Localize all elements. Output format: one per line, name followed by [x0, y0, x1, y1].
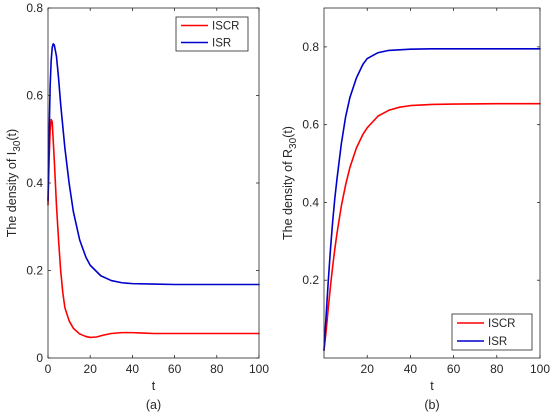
y-tick-label: 0.8	[302, 40, 319, 54]
panel-a: 0 20 40 60 80 100 0 0.2 0.4 0.6 0.8 t (a) The density…	[5, 1, 269, 412]
y-tick-label: 0.4	[26, 176, 43, 190]
x-tick-label: 100	[530, 362, 550, 376]
x-tick-label: 60	[447, 362, 461, 376]
y-tick-label: 0.2	[302, 273, 319, 287]
legend-box	[451, 313, 533, 351]
series-line-isr	[47, 43, 260, 286]
y-axis-label-subscript: 30	[288, 137, 299, 149]
x-axis-label: t	[152, 379, 156, 393]
legend-box	[175, 16, 249, 52]
legend-label-isr: ISR	[488, 336, 507, 348]
x-tick-label: 0	[45, 362, 52, 376]
panel-label: (b)	[424, 398, 439, 412]
x-tick-label: 60	[168, 362, 182, 376]
x-tick-label: 40	[126, 362, 140, 376]
y-tick-label: 0	[36, 351, 43, 365]
legend-label-iscr: ISCR	[212, 21, 239, 33]
panel-label: (a)	[146, 398, 161, 412]
x-tick-label: 20	[84, 362, 98, 376]
y-tick-label: 0.2	[26, 264, 43, 278]
y-tick-label: 0.8	[26, 1, 43, 15]
axes-frame	[47, 7, 260, 359]
axes-frame	[323, 7, 541, 359]
y-axis-label: The density of R30(t)	[281, 126, 299, 240]
legend: ISCR ISR	[451, 313, 533, 351]
panel-b: 20 40 60 80 100 0.2 0.4 0.6 0.8 t (b) The density o…	[281, 7, 550, 412]
x-tick-label: 80	[490, 362, 504, 376]
y-tick-label: 0.6	[302, 118, 319, 132]
y-tick-label: 0.4	[302, 195, 319, 209]
y-tick-label: 0.6	[26, 89, 43, 103]
legend-label-isr: ISR	[212, 38, 231, 50]
x-tick-label: 40	[404, 362, 418, 376]
series-line-iscr	[47, 118, 260, 339]
x-axis-label: t	[430, 379, 434, 393]
series-line-iscr	[323, 102, 541, 352]
y-axis-label: The density of I30(t)	[5, 129, 23, 237]
x-tick-label: 100	[249, 362, 269, 376]
x-tick-label: 20	[361, 362, 375, 376]
x-tick-label: 80	[210, 362, 224, 376]
legend: ISCR ISR	[175, 16, 249, 52]
series-line-isr	[323, 48, 541, 352]
legend-label-iscr: ISCR	[488, 318, 515, 330]
y-axis-label-subscript: 30	[12, 140, 23, 152]
